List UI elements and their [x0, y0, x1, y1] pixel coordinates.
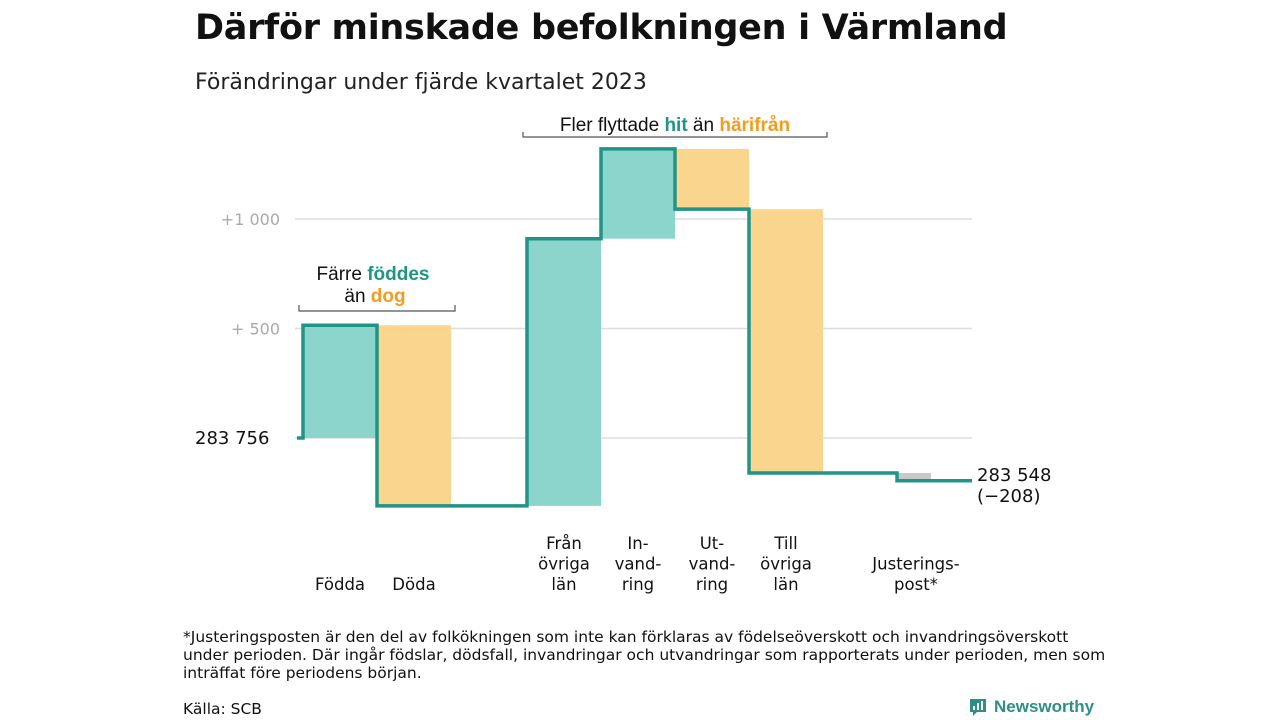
waterfall-bar: [897, 473, 931, 481]
annotation-part: Färre: [317, 264, 368, 285]
end-change-label: (−208): [977, 486, 1040, 507]
newsworthy-logo-icon: [970, 699, 986, 716]
end-value-label: 283 548: [977, 465, 1051, 486]
category-label: Justerings-: [871, 555, 959, 574]
category-label: post*: [894, 575, 938, 594]
page-subtitle: Förändringar under fjärde kvartalet 2023: [195, 70, 647, 95]
annotation-part: föddes: [367, 264, 429, 285]
page-title: Därför minskade befolkningen i Värmland: [195, 8, 1008, 48]
y-tick-label: + 500: [231, 320, 280, 339]
brand-logo: Newsworthy: [968, 697, 1094, 717]
category-label: län: [551, 575, 576, 594]
waterfall-bar: [601, 148, 675, 239]
category-label: ring: [622, 575, 654, 594]
y-tick-label: +1 000: [221, 210, 280, 229]
waterfall-bar: [749, 209, 823, 474]
waterfall-bar: [377, 325, 451, 506]
category-label: Döda: [392, 575, 435, 594]
annotation-part: dog: [371, 286, 406, 307]
category-label: övriga: [760, 555, 812, 574]
waterfall-bar: [303, 325, 377, 438]
waterfall-bar: [675, 148, 749, 210]
annotation-part: härifrån: [719, 115, 790, 136]
category-label: In-: [627, 534, 648, 553]
brand-name: Newsworthy: [994, 697, 1095, 716]
category-label: vand-: [689, 555, 736, 574]
category-label: län: [773, 575, 798, 594]
footnote: *Justeringsposten är den del av folkökni…: [183, 628, 1106, 682]
annotation-part: än: [344, 286, 370, 307]
source-note: Källa: SCB: [183, 700, 262, 718]
annotation-births-deaths: Färre föddes: [317, 264, 430, 285]
annotation-part: än: [688, 115, 720, 136]
category-label: Från: [546, 534, 582, 553]
category-label: Till: [773, 534, 797, 553]
annotation-bracket: [522, 132, 828, 138]
waterfall-bar: [527, 238, 601, 506]
start-value-label: 283 756: [195, 428, 269, 449]
category-label: övriga: [538, 555, 590, 574]
category-label: Födda: [315, 575, 365, 594]
annotation-migration: Fler flyttade hit än härifrån: [560, 115, 790, 136]
annotation-births-deaths-line2: än dog: [344, 286, 405, 307]
category-label: Ut-: [700, 534, 725, 553]
annotation-part: hit: [664, 115, 688, 136]
series-line: [297, 147, 972, 508]
category-label: vand-: [615, 555, 662, 574]
annotation-bracket: [298, 305, 456, 312]
category-label: ring: [696, 575, 728, 594]
annotation-part: Fler flyttade: [560, 115, 665, 136]
